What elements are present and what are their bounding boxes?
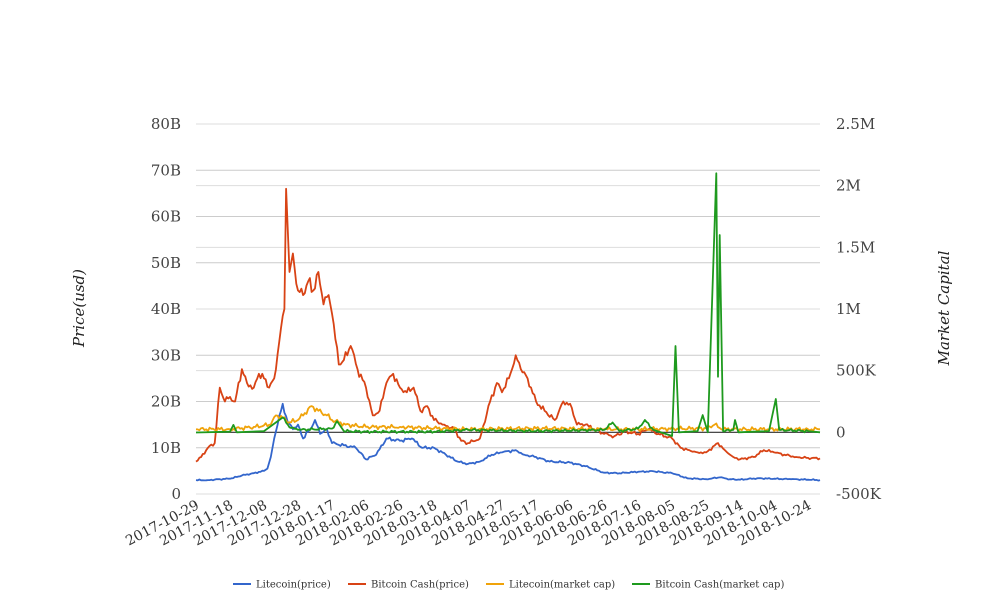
y-tick-label-left: 0 — [171, 485, 181, 503]
series-line-bitcoin-cash-market-cap — [195, 172, 821, 437]
y-tick-label-left: 40B — [151, 300, 181, 318]
y-tick-label-right: 2M — [836, 177, 861, 195]
y-tick-label-left: 80B — [151, 115, 181, 133]
series-lines — [195, 172, 821, 482]
y-tick-label-right: 1M — [836, 300, 861, 318]
y-tick-label-right: -500K — [836, 485, 882, 503]
series-line-litecoin-price — [195, 402, 821, 482]
y-tick-label-left: 60B — [151, 208, 181, 226]
grid-lines — [196, 123, 820, 495]
legend-label: Litecoin(price) — [256, 580, 331, 591]
legend-label: Litecoin(market cap) — [509, 580, 615, 591]
y-tick-label-right: 0 — [836, 423, 846, 441]
y-axis-title-right: Market Capital — [935, 250, 953, 366]
legend: Litecoin(price) Bitcoin Cash(price) Liteco… — [233, 580, 784, 591]
legend-label: Bitcoin Cash(price) — [371, 580, 469, 591]
series-line-bitcoin-cash-price — [195, 187, 821, 463]
y-tick-label-left: 30B — [151, 346, 181, 364]
y-tick-label-left: 10B — [151, 439, 181, 457]
axes: 0 10B 20B 30B 40B 50B 60B 70B 80B -500K 0 500K 1M 1.5… — [123, 115, 882, 549]
y-tick-label-right: 2.5M — [836, 115, 875, 133]
y-tick-label-left: 70B — [151, 161, 181, 179]
y-axis-title-left: Price(usd) — [70, 269, 88, 348]
legend-label: Bitcoin Cash(market cap) — [655, 580, 784, 591]
y-tick-label-right: 1.5M — [836, 238, 875, 256]
y-tick-label-left: 20B — [151, 393, 181, 411]
series-line-litecoin-market-cap — [195, 405, 821, 433]
y-tick-label-right: 500K — [836, 362, 877, 380]
y-tick-label-left: 50B — [151, 254, 181, 272]
